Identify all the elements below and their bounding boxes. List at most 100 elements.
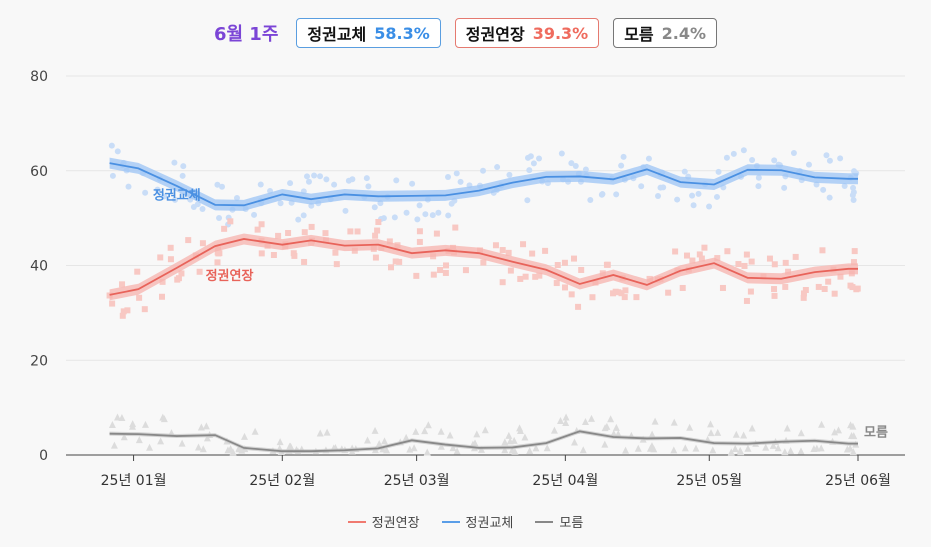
poll-point bbox=[790, 149, 797, 156]
poll-point bbox=[433, 230, 440, 237]
poll-point bbox=[755, 174, 762, 181]
poll-point bbox=[645, 155, 652, 162]
poll-point bbox=[826, 157, 833, 164]
poll-point bbox=[835, 426, 843, 434]
poll-point bbox=[109, 300, 116, 307]
poll-point bbox=[850, 432, 858, 440]
summary-pill-extend: 정권연장 39.3% bbox=[454, 18, 600, 48]
poll-point bbox=[651, 417, 659, 425]
poll-point bbox=[448, 200, 455, 207]
poll-point bbox=[167, 256, 174, 263]
poll-point bbox=[375, 219, 382, 226]
poll-point bbox=[689, 257, 696, 264]
poll-point bbox=[172, 196, 179, 203]
x-tick-label: 25년 01월 bbox=[101, 473, 167, 489]
poll-point bbox=[331, 181, 338, 188]
legend-item-extend[interactable]: 정권연장 bbox=[347, 512, 420, 531]
poll-point bbox=[825, 278, 832, 285]
poll-point bbox=[462, 267, 469, 274]
poll-point bbox=[771, 292, 778, 299]
poll-point bbox=[612, 288, 619, 295]
poll-point bbox=[159, 278, 166, 285]
poll-point bbox=[850, 259, 857, 266]
poll-point bbox=[154, 186, 161, 193]
legend-item-unknown[interactable]: 모름 bbox=[535, 512, 583, 531]
poll-point bbox=[769, 441, 777, 449]
poll-point bbox=[494, 164, 501, 171]
poll-point bbox=[612, 423, 620, 431]
poll-point bbox=[322, 230, 329, 237]
poll-point bbox=[819, 247, 826, 254]
poll-point bbox=[301, 229, 308, 236]
poll-point bbox=[158, 293, 165, 300]
poll-point bbox=[305, 178, 312, 185]
poll-point bbox=[511, 447, 519, 455]
poll-point bbox=[363, 436, 371, 444]
poll-point bbox=[402, 433, 410, 441]
poll-point bbox=[706, 203, 713, 210]
poll-point bbox=[599, 191, 606, 198]
poll-point bbox=[849, 422, 857, 430]
poll-point bbox=[679, 284, 686, 291]
poll-point bbox=[371, 204, 378, 211]
poll-point bbox=[422, 211, 429, 218]
poll-point bbox=[286, 442, 294, 450]
poll-point bbox=[128, 422, 136, 430]
poll-point bbox=[304, 173, 311, 180]
poll-point bbox=[529, 250, 536, 257]
poll-point bbox=[480, 167, 487, 174]
poll-point bbox=[550, 426, 558, 434]
poll-point bbox=[613, 191, 620, 198]
poll-point bbox=[457, 178, 464, 185]
poll-point bbox=[821, 285, 828, 292]
poll-point bbox=[197, 423, 205, 431]
poll-point bbox=[562, 413, 570, 421]
poll-point bbox=[621, 294, 628, 301]
poll-point bbox=[762, 443, 770, 451]
poll-point bbox=[277, 200, 284, 207]
poll-point bbox=[414, 216, 421, 223]
poll-point bbox=[851, 168, 858, 175]
poll-point bbox=[690, 202, 697, 209]
poll-point bbox=[120, 308, 127, 315]
poll-point bbox=[446, 431, 454, 439]
poll-point bbox=[452, 224, 459, 231]
poll-point bbox=[781, 448, 789, 456]
poll-point bbox=[254, 226, 261, 233]
poll-point bbox=[258, 221, 265, 228]
poll-point bbox=[622, 287, 629, 294]
summary-pill-unknown: 모름 2.4% bbox=[613, 18, 718, 48]
series-line-1 bbox=[109, 238, 858, 296]
poll-point bbox=[374, 227, 381, 234]
poll-point bbox=[743, 251, 750, 258]
poll-point bbox=[771, 286, 778, 293]
series-label-1: 정권연장 bbox=[206, 268, 254, 284]
poll-point bbox=[849, 284, 856, 291]
poll-point bbox=[724, 248, 731, 255]
poll-point bbox=[837, 155, 844, 162]
poll-point bbox=[826, 194, 833, 201]
poll-point bbox=[199, 445, 207, 453]
poll-point bbox=[771, 261, 778, 268]
poll-point bbox=[290, 250, 297, 257]
poll-point bbox=[650, 445, 658, 453]
poll-point bbox=[199, 240, 206, 247]
poll-point bbox=[696, 251, 703, 258]
poll-point bbox=[194, 443, 202, 451]
poll-point bbox=[270, 251, 277, 258]
legend-item-change[interactable]: 정권교체 bbox=[441, 512, 513, 531]
poll-point bbox=[196, 268, 203, 275]
poll-point bbox=[681, 444, 689, 452]
poll-point bbox=[740, 147, 747, 154]
poll-point bbox=[737, 448, 745, 456]
x-tick-label: 25년 04월 bbox=[532, 473, 598, 489]
poll-point bbox=[774, 444, 782, 452]
poll-point bbox=[782, 283, 789, 290]
poll-point bbox=[171, 159, 178, 166]
poll-point bbox=[227, 218, 234, 225]
poll-point bbox=[558, 150, 565, 157]
poll-point bbox=[381, 437, 389, 445]
poll-point bbox=[202, 422, 210, 430]
poll-point bbox=[707, 420, 715, 428]
poll-point bbox=[372, 232, 379, 239]
